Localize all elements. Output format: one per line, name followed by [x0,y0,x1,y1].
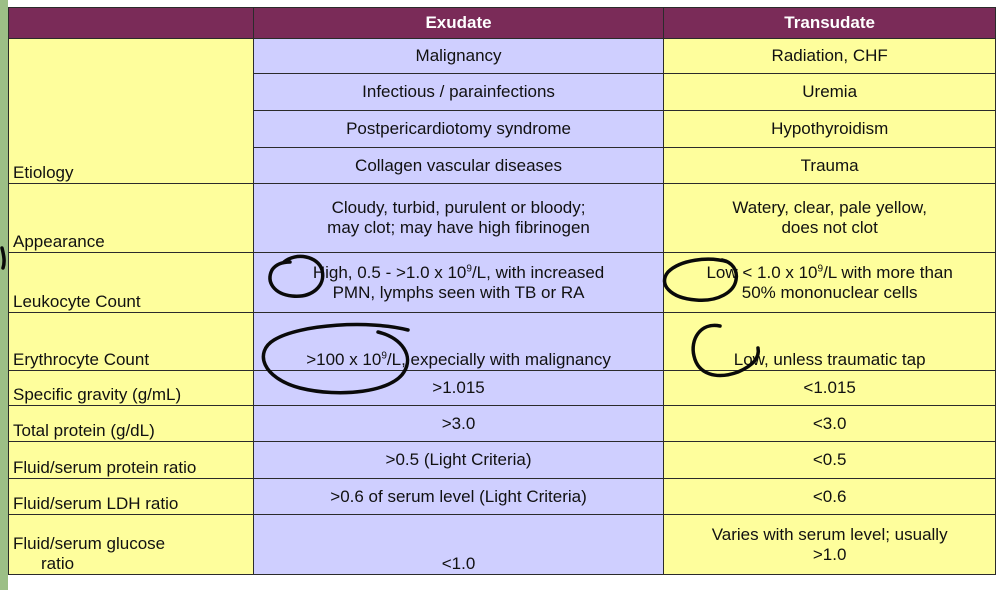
specific-gravity-transudate-cell: <1.015 [663,370,996,406]
erythrocyte-exudate-text: >100 x 10 [306,350,382,369]
etiology-transudate-cell: Radiation, CHF [663,38,996,74]
ldh-ratio-exudate-cell: >0.6 of serum level (Light Criteria) [252,478,665,515]
header-row: Exudate Transudate [8,7,996,39]
leukocyte-transudate-text-end: /L with more than [823,262,953,282]
header-transudate: Transudate [663,7,996,39]
glucose-transudate-line1: Varies with serum level; usually [711,524,948,544]
etiology-exudate-cell: Infectious / parainfections [252,73,665,111]
table-row: Erythrocyte Count >100 x 109/L, expecial… [8,312,996,371]
total-protein-exudate-cell: >3.0 [252,405,665,442]
row-label-appearance: Appearance [8,183,254,253]
leukocyte-transudate-text: Low < 1.0 x 10 [706,262,818,282]
row-label-glucose-ratio: Fluid/serum glucose ratio [8,514,254,575]
header-blank-cell [8,7,254,39]
table-row: Collagen vascular diseases Trauma [9,147,996,184]
row-label-etiology: Etiology [8,38,254,184]
appearance-exudate-line1: Cloudy, turbid, purulent or bloody; [331,198,586,217]
glucose-label-line2: ratio [41,554,75,573]
table-row: Specific gravity (g/mL) >1.015 <1.015 [8,370,996,406]
table-row: Infectious / parainfections Uremia [9,73,996,111]
row-label-ldh-ratio: Fluid/serum LDH ratio [8,478,254,515]
leukocyte-transudate-exponent: 9 [817,262,824,274]
table-row: Leukocyte Count High, 0.5 - >1.0 x 109/L… [8,252,996,313]
table-row: Appearance Cloudy, turbid, purulent or b… [8,183,996,253]
leukocyte-exudate-exponent: 9 [466,262,472,274]
leukocyte-exudate-line2: PMN, lymphs seen with TB or RA [332,282,585,302]
row-label-leukocyte: Leukocyte Count [8,252,254,313]
etiology-exudate-cell: Collagen vascular diseases [252,147,665,184]
specific-gravity-exudate-cell: >1.015 [252,370,665,406]
protein-ratio-transudate-cell: <0.5 [663,441,996,479]
leukocyte-exudate-line1: High, 0.5 - >1.0 x 109/L, with increased [258,263,660,283]
header-exudate: Exudate [252,7,665,39]
appearance-exudate-cell: Cloudy, turbid, purulent or bloody; may … [252,183,665,253]
erythrocyte-exudate-text-end: /L, expecially with malignancy [386,350,611,369]
leukocyte-transudate-line1: Low < 1.0 x 109/L with more than [668,263,991,283]
table-row: Total protein (g/dL) >3.0 <3.0 [8,405,996,442]
appearance-exudate-line2: may clot; may have high fibrinogen [327,218,590,237]
etiology-transudate-cell: Trauma [663,147,996,184]
etiology-transudate-cell: Hypothyroidism [663,110,996,148]
row-label-specific-gravity: Specific gravity (g/mL) [8,370,254,406]
appearance-transudate-line1: Watery, clear, pale yellow, [732,198,927,217]
glucose-label-line1: Fluid/serum glucose [13,534,166,553]
erythrocyte-transudate-cell: Low, unless traumatic tap [663,312,996,371]
appearance-transudate-line2: does not clot [781,218,878,237]
table-row: Etiology Malignancy Radiation, CHF [8,38,996,184]
table-row: Fluid/serum LDH ratio >0.6 of serum leve… [8,478,996,515]
etiology-transudate-cell: Uremia [663,73,996,111]
total-protein-transudate-cell: <3.0 [663,405,996,442]
leukocyte-exudate-cell: High, 0.5 - >1.0 x 109/L, with increased… [252,252,665,313]
leukocyte-transudate-cell: Low < 1.0 x 109/L with more than 50% mon… [663,252,996,313]
etiology-exudate-cell: Postpericardiotomy syndrome [252,110,665,148]
glucose-exudate-cell: <1.0 [252,514,665,575]
row-label-erythrocyte: Erythrocyte Count [8,312,254,371]
protein-ratio-exudate-cell: >0.5 (Light Criteria) [252,441,665,479]
glucose-transudate-line2: >1.0 [812,544,847,564]
table-row: Fluid/serum glucose ratio <1.0 Varies wi… [8,514,996,575]
left-green-strip [0,0,8,590]
etiology-exudate-cell: Malignancy [252,38,665,74]
row-label-total-protein: Total protein (g/dL) [8,405,254,442]
leukocyte-exudate-text: High, 0.5 - >1.0 x 10 [312,262,467,282]
exudate-transudate-table: Exudate Transudate Etiology Malignancy R… [8,7,996,575]
erythrocyte-exudate-cell: >100 x 109/L, expecially with malignancy [252,312,665,371]
glucose-transudate-cell: Varies with serum level; usually >1.0 [663,514,996,575]
leukocyte-transudate-line2: 50% mononuclear cells [741,282,918,302]
row-label-protein-ratio: Fluid/serum protein ratio [8,441,254,479]
leukocyte-exudate-text-end: /L, with increased [471,262,605,282]
appearance-transudate-cell: Watery, clear, pale yellow, does not clo… [663,183,996,253]
table-row: Fluid/serum protein ratio >0.5 (Light Cr… [8,441,996,479]
ldh-ratio-transudate-cell: <0.6 [663,478,996,515]
